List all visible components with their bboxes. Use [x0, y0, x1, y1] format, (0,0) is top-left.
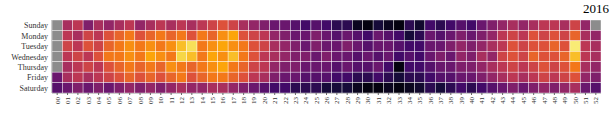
svg-text:33: 33: [396, 97, 404, 105]
svg-text:44: 44: [509, 97, 517, 105]
svg-text:14: 14: [199, 97, 207, 105]
svg-text:37: 37: [437, 97, 445, 105]
svg-text:Tuesday: Tuesday: [21, 42, 48, 51]
svg-text:06: 06: [116, 97, 124, 105]
svg-text:38: 38: [447, 97, 455, 105]
svg-text:31: 31: [375, 97, 383, 105]
svg-text:27: 27: [333, 97, 341, 105]
svg-text:26: 26: [323, 97, 331, 105]
svg-text:46: 46: [530, 97, 538, 105]
svg-text:15: 15: [209, 97, 217, 105]
svg-text:01: 01: [64, 97, 72, 105]
svg-text:Monday: Monday: [21, 32, 48, 41]
svg-text:25: 25: [313, 97, 321, 105]
svg-text:49: 49: [561, 97, 569, 105]
svg-text:Thursday: Thursday: [18, 63, 48, 72]
svg-text:29: 29: [354, 97, 362, 105]
svg-text:39: 39: [458, 97, 466, 105]
svg-text:48: 48: [551, 97, 559, 105]
svg-text:Friday: Friday: [27, 73, 48, 82]
svg-text:43: 43: [499, 97, 507, 105]
svg-text:45: 45: [520, 97, 528, 105]
svg-text:42: 42: [489, 97, 497, 105]
svg-text:18: 18: [240, 97, 248, 105]
svg-text:21: 21: [271, 97, 279, 105]
svg-text:24: 24: [302, 97, 310, 105]
svg-text:47: 47: [541, 97, 549, 105]
svg-text:35: 35: [416, 97, 424, 105]
svg-text:04: 04: [95, 97, 103, 105]
svg-text:32: 32: [385, 97, 393, 105]
svg-text:36: 36: [427, 97, 435, 105]
svg-text:52: 52: [592, 97, 600, 105]
svg-text:10: 10: [157, 97, 165, 105]
svg-text:13: 13: [188, 97, 196, 105]
svg-text:00: 00: [54, 97, 62, 105]
svg-text:09: 09: [147, 97, 155, 105]
svg-text:23: 23: [292, 97, 300, 105]
svg-text:30: 30: [364, 97, 372, 105]
svg-text:12: 12: [178, 97, 186, 105]
svg-text:20: 20: [261, 97, 269, 105]
svg-text:34: 34: [406, 97, 414, 105]
svg-text:03: 03: [85, 97, 93, 105]
svg-text:Sunday: Sunday: [24, 21, 48, 30]
html-text:2016: 2016: [583, 1, 609, 16]
svg-text:Saturday: Saturday: [20, 84, 48, 93]
svg-text:41: 41: [478, 97, 486, 105]
svg-text:16: 16: [219, 97, 227, 105]
svg-text:22: 22: [282, 97, 290, 105]
svg-text:28: 28: [344, 97, 352, 105]
svg-text:51: 51: [582, 97, 590, 105]
svg-text:Wednesday: Wednesday: [11, 53, 48, 62]
svg-text:08: 08: [137, 97, 145, 105]
svg-text:17: 17: [230, 97, 238, 105]
svg-text:50: 50: [572, 97, 580, 105]
svg-text:02: 02: [74, 97, 82, 105]
svg-text:11: 11: [168, 97, 176, 104]
svg-text:05: 05: [105, 97, 113, 105]
svg-text:07: 07: [126, 97, 134, 105]
svg-text:40: 40: [468, 97, 476, 105]
svg-text:19: 19: [250, 97, 258, 105]
